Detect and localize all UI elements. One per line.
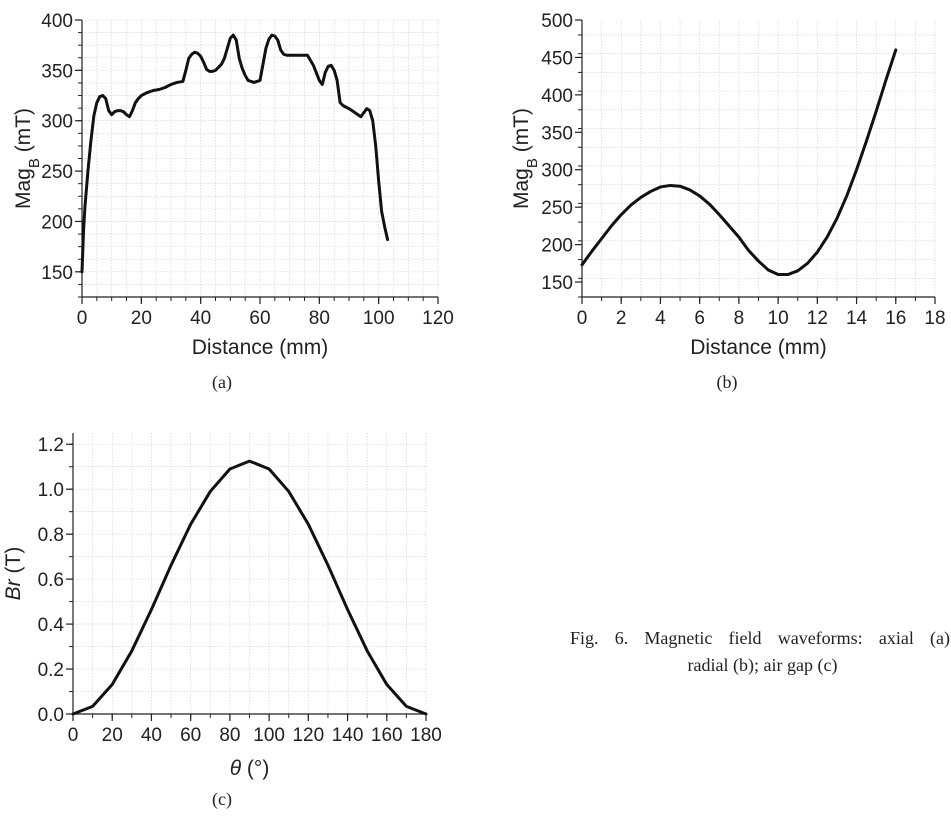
y-axis-unit: (mT) xyxy=(12,108,35,158)
y-tick-label: 150 xyxy=(541,273,573,294)
y-tick-label: 150 xyxy=(41,263,73,284)
chart-b-grid xyxy=(581,20,936,298)
x-tick-label: 12 xyxy=(807,308,828,329)
y-tick-label: 250 xyxy=(541,198,573,219)
y-tick-label: 1.0 xyxy=(38,480,64,501)
x-tick-label: 60 xyxy=(180,725,201,746)
y-tick-label: 500 xyxy=(541,11,573,32)
x-tick-label: 18 xyxy=(924,308,945,329)
y-axis-main: Mag xyxy=(12,168,35,209)
chart-b: 0 2 4 6 8 10 12 14 16 18 150 200 250 300 350 400 450 500 D… xyxy=(510,11,946,393)
panel-label-b: (b) xyxy=(717,372,738,393)
panel-label-c: (c) xyxy=(212,789,232,810)
x-tick-label: 160 xyxy=(371,725,403,746)
x-tick-label: 40 xyxy=(190,308,211,329)
x-tick-label: 60 xyxy=(249,308,270,329)
x-tick-label: 8 xyxy=(734,308,745,329)
y-tick-label: 0.6 xyxy=(38,570,64,591)
y-tick-label: 300 xyxy=(541,161,573,182)
x-tick-label: 180 xyxy=(410,725,442,746)
y-axis-symbol: Br xyxy=(2,578,25,600)
y-axis-unit: (T) xyxy=(2,547,25,580)
x-tick-label: 2 xyxy=(616,308,627,329)
x-tick-label: 14 xyxy=(846,308,868,329)
y-tick-label: 400 xyxy=(541,86,573,107)
x-tick-label: 20 xyxy=(131,308,152,329)
x-axis-label: Distance (mm) xyxy=(690,336,827,359)
x-tick-label: 10 xyxy=(768,308,789,329)
series-line-c-0 xyxy=(71,459,428,716)
x-tick-label: 100 xyxy=(363,308,395,329)
x-tick-label: 20 xyxy=(102,725,123,746)
y-tick-label: 450 xyxy=(541,48,573,69)
x-tick-label: 120 xyxy=(292,725,324,746)
x-tick-label: 120 xyxy=(422,308,454,329)
x-tick-label: 16 xyxy=(885,308,906,329)
y-tick-label: 400 xyxy=(41,11,73,32)
y-tick-label: 0.2 xyxy=(38,660,64,681)
x-tick-label: 6 xyxy=(694,308,705,329)
caption-line-2: radial (b); air gap (c) xyxy=(687,655,838,675)
x-tick-label: 100 xyxy=(253,725,285,746)
y-axis-sub: B xyxy=(524,158,541,168)
x-tick-label: 0 xyxy=(68,725,79,746)
y-tick-label: 0.0 xyxy=(38,705,64,726)
series-line-a-0 xyxy=(80,33,390,274)
y-axis-label: MagB (mT) xyxy=(510,108,541,209)
x-axis-label: θ (°) xyxy=(230,757,270,780)
x-axis-symbol: θ xyxy=(230,757,242,780)
y-axis-sub: B xyxy=(26,158,43,168)
caption-line-1: Fig. 6. Magnetic field waveforms: axial … xyxy=(570,628,951,648)
x-tick-label: 80 xyxy=(309,308,330,329)
chart-c-grid xyxy=(72,433,427,715)
panel-label-a: (a) xyxy=(212,372,232,393)
y-axis-label: MagB (mT) xyxy=(12,108,43,209)
x-tick-label: 0 xyxy=(577,308,588,329)
x-tick-label: 4 xyxy=(655,308,666,329)
y-tick-label: 1.2 xyxy=(38,435,64,456)
series-line-b-0 xyxy=(580,48,898,277)
x-tick-label: 140 xyxy=(332,725,364,746)
y-axis-unit: (mT) xyxy=(510,108,533,158)
y-tick-label: 350 xyxy=(41,61,73,82)
y-tick-label: 0.4 xyxy=(38,615,65,636)
figure-caption: Fig. 6. Magnetic field waveforms: axial … xyxy=(570,625,951,679)
x-tick-label: 80 xyxy=(219,725,240,746)
x-tick-label: 40 xyxy=(141,725,162,746)
x-tick-label: 0 xyxy=(77,308,88,329)
y-tick-label: 300 xyxy=(41,112,73,133)
y-tick-label: 200 xyxy=(541,236,573,257)
x-axis-unit: (°) xyxy=(241,757,269,780)
y-tick-label: 250 xyxy=(41,162,73,183)
y-tick-label: 0.8 xyxy=(38,525,64,546)
y-axis-main: Mag xyxy=(510,168,533,209)
y-tick-label: 200 xyxy=(41,212,73,233)
y-axis-label: Br (T) xyxy=(2,547,25,601)
y-tick-label: 350 xyxy=(541,123,573,144)
chart-a-grid xyxy=(81,19,439,298)
chart-c: 0 20 40 60 80 100 120 140 160 180 0.0 0.2 0.4 0.6 0.8 1… xyxy=(2,433,442,810)
x-axis-label: Distance (mm) xyxy=(192,336,329,359)
chart-a: 0 20 40 60 80 100 120 150 200 250 300 350 400 Distanc… xyxy=(12,11,454,393)
